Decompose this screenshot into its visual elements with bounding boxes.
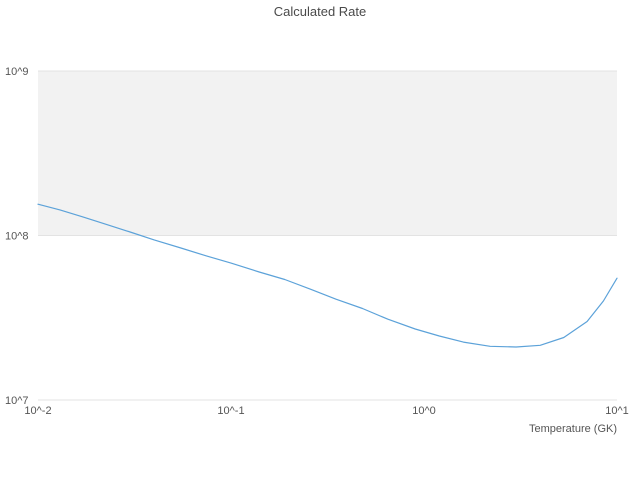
x-axis-tick-label: 10^-2 — [24, 405, 51, 417]
y-axis-tick-label: 10^9 — [5, 66, 29, 78]
x-axis-tick-label: 10^1 — [605, 405, 629, 417]
x-axis-tick-label: 10^-1 — [217, 405, 244, 417]
chart-title: Calculated Rate — [273, 4, 367, 19]
shaded-band — [38, 71, 617, 236]
x-axis-tick-label: 10^0 — [412, 405, 436, 417]
rate-line — [37, 203, 618, 348]
y-axis-tick-label: 10^7 — [5, 395, 29, 407]
x-axis-label: Temperature (GK) — [528, 423, 617, 435]
y-axis-tick-label: 10^8 — [5, 231, 29, 243]
